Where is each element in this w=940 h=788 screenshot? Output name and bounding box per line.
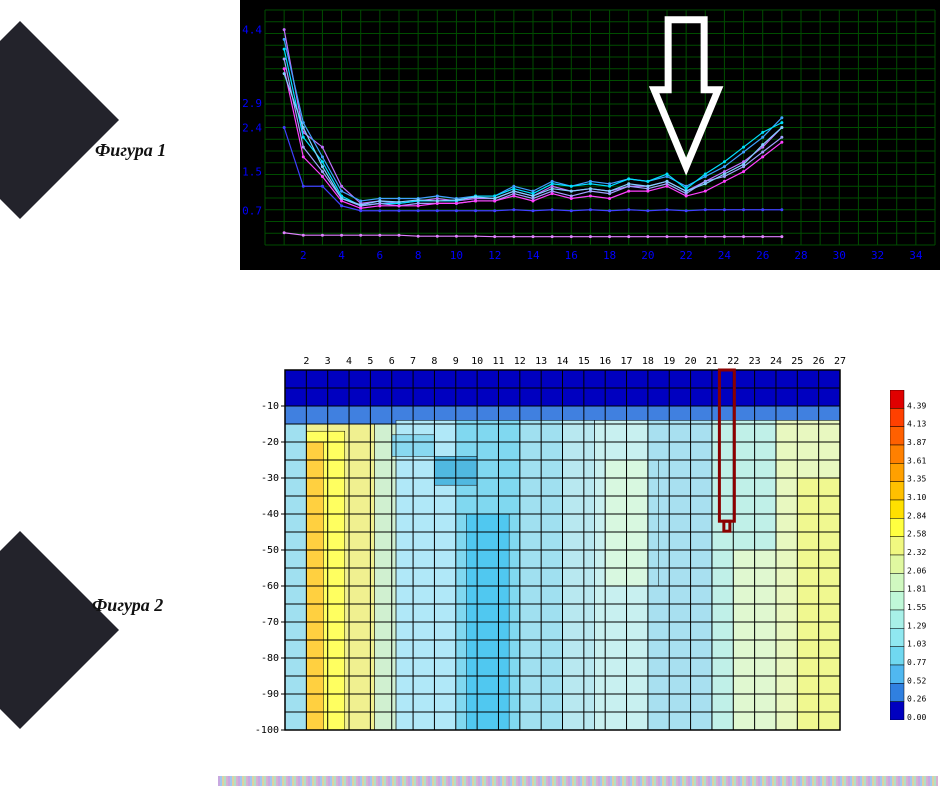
- svg-text:22: 22: [727, 356, 739, 367]
- svg-text:9: 9: [453, 356, 459, 367]
- svg-text:4: 4: [346, 356, 352, 367]
- svg-text:2: 2: [300, 249, 307, 262]
- line-chart-panel: 2468101214161820222426283032340.71.52.42…: [240, 0, 940, 270]
- svg-text:1.55: 1.55: [907, 603, 926, 612]
- svg-text:21: 21: [706, 356, 718, 367]
- svg-text:30: 30: [833, 249, 846, 262]
- svg-text:3: 3: [325, 356, 331, 367]
- svg-text:1.03: 1.03: [907, 640, 926, 649]
- svg-text:18: 18: [642, 356, 654, 367]
- svg-text:32: 32: [871, 249, 884, 262]
- svg-text:-30: -30: [261, 473, 279, 484]
- svg-text:2.84: 2.84: [907, 511, 926, 520]
- svg-text:2: 2: [303, 356, 309, 367]
- svg-text:1.29: 1.29: [907, 621, 926, 630]
- svg-text:6: 6: [377, 249, 384, 262]
- svg-text:-10: -10: [261, 401, 279, 412]
- svg-text:28: 28: [794, 249, 807, 262]
- line-chart: 2468101214161820222426283032340.71.52.42…: [240, 0, 940, 270]
- svg-text:3.10: 3.10: [907, 493, 926, 502]
- side-marker-1: [0, 21, 119, 219]
- svg-text:-100: -100: [255, 725, 279, 736]
- svg-text:10: 10: [450, 249, 463, 262]
- svg-text:0.00: 0.00: [907, 713, 926, 720]
- svg-text:24: 24: [770, 356, 782, 367]
- svg-text:24: 24: [718, 249, 732, 262]
- svg-text:-40: -40: [261, 509, 279, 520]
- svg-text:5: 5: [367, 356, 373, 367]
- contour-chart-panel: 2345678910111213141516171819202122232425…: [240, 350, 880, 750]
- svg-text:3.87: 3.87: [907, 438, 926, 447]
- svg-text:0.7: 0.7: [242, 205, 262, 218]
- svg-text:-20: -20: [261, 437, 279, 448]
- svg-text:3.35: 3.35: [907, 475, 926, 484]
- svg-text:10: 10: [471, 356, 483, 367]
- svg-text:4.4: 4.4: [242, 24, 262, 37]
- svg-text:-60: -60: [261, 581, 279, 592]
- svg-text:8: 8: [431, 356, 437, 367]
- svg-text:-80: -80: [261, 653, 279, 664]
- svg-text:14: 14: [556, 356, 568, 367]
- svg-text:-50: -50: [261, 545, 279, 556]
- svg-text:34: 34: [909, 249, 923, 262]
- svg-text:20: 20: [641, 249, 654, 262]
- svg-text:1.81: 1.81: [907, 585, 926, 594]
- svg-text:18: 18: [603, 249, 616, 262]
- svg-text:16: 16: [599, 356, 611, 367]
- svg-text:0.52: 0.52: [907, 676, 926, 685]
- svg-text:4.39: 4.39: [907, 401, 926, 410]
- svg-text:17: 17: [621, 356, 633, 367]
- svg-text:4.13: 4.13: [907, 420, 926, 429]
- svg-text:2.32: 2.32: [907, 548, 926, 557]
- svg-text:12: 12: [488, 249, 501, 262]
- color-legend: 4.39 4.13 3.87 3.61 3.35 3.10 2.84 2.58 2.32 2.06…: [890, 390, 930, 720]
- svg-text:22: 22: [680, 249, 693, 262]
- contour-chart: 2345678910111213141516171819202122232425…: [240, 350, 880, 750]
- svg-text:12: 12: [514, 356, 526, 367]
- svg-text:2.9: 2.9: [242, 97, 262, 110]
- svg-text:27: 27: [834, 356, 846, 367]
- figure-2-label: Фигура 2: [92, 595, 163, 616]
- svg-text:2.4: 2.4: [242, 122, 262, 135]
- svg-text:26: 26: [813, 356, 825, 367]
- svg-text:4: 4: [338, 249, 345, 262]
- svg-text:2.58: 2.58: [907, 530, 926, 539]
- svg-text:7: 7: [410, 356, 416, 367]
- svg-text:11: 11: [492, 356, 504, 367]
- svg-text:25: 25: [791, 356, 803, 367]
- svg-text:13: 13: [535, 356, 547, 367]
- svg-text:16: 16: [565, 249, 578, 262]
- svg-text:8: 8: [415, 249, 422, 262]
- svg-text:26: 26: [756, 249, 769, 262]
- svg-text:0.77: 0.77: [907, 658, 926, 667]
- side-marker-2: [0, 531, 119, 729]
- svg-text:20: 20: [685, 356, 697, 367]
- svg-text:19: 19: [663, 356, 675, 367]
- svg-text:0.26: 0.26: [907, 695, 926, 704]
- svg-text:15: 15: [578, 356, 590, 367]
- svg-text:2.06: 2.06: [907, 566, 926, 575]
- svg-text:14: 14: [526, 249, 540, 262]
- svg-text:-70: -70: [261, 617, 279, 628]
- svg-text:23: 23: [749, 356, 761, 367]
- figure-1-label: Фигура 1: [95, 140, 166, 161]
- footer-noise-bar: [218, 776, 938, 786]
- svg-text:-90: -90: [261, 689, 279, 700]
- svg-text:6: 6: [389, 356, 395, 367]
- svg-text:3.61: 3.61: [907, 456, 926, 465]
- svg-text:1.5: 1.5: [242, 166, 262, 179]
